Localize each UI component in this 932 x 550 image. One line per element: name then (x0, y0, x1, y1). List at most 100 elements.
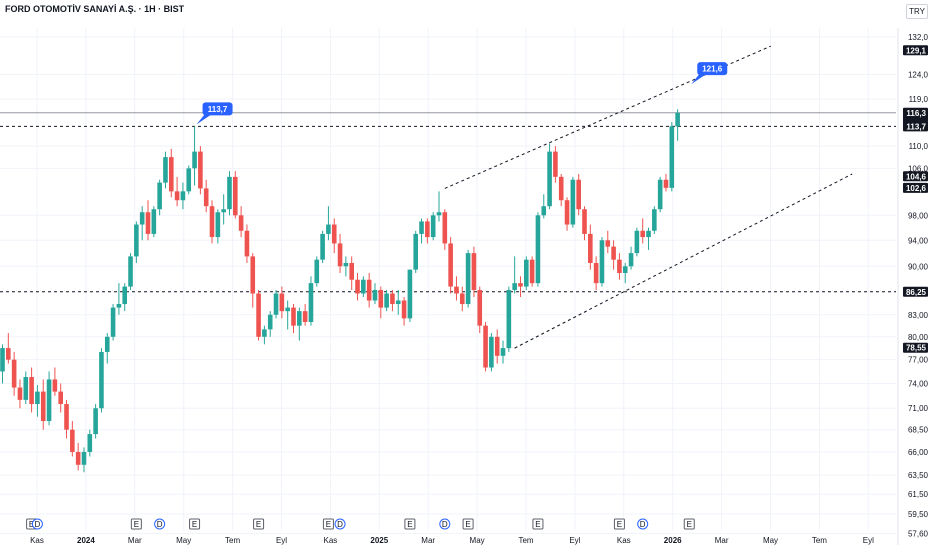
callout-text: 121,6 (702, 65, 723, 74)
candle-body (454, 286, 459, 294)
earnings-marker[interactable]: E (189, 518, 201, 530)
candle (506, 286, 512, 352)
currency-button[interactable]: TRY (906, 4, 928, 19)
candle (553, 146, 558, 183)
time-axis: Kas 2024 Mar May Tem Eyl Kas 2025 Mar May Tem Eyl Ka… (30, 536, 874, 545)
price-label: 104,6 (903, 171, 928, 182)
candle-body (40, 391, 46, 422)
x-tick-label: Mar (128, 536, 142, 545)
candle (471, 246, 477, 297)
candle-body (267, 314, 273, 330)
candle (524, 256, 529, 291)
event-marker-label: E (687, 520, 692, 529)
earnings-marker[interactable]: E (253, 518, 265, 530)
candle-body (163, 157, 168, 183)
candle (70, 421, 75, 457)
dividend-marker[interactable]: D (154, 518, 166, 530)
candle (430, 212, 436, 241)
earnings-icon (189, 518, 201, 530)
callout-box (202, 102, 233, 116)
candle (139, 206, 145, 241)
candle-body (675, 112, 680, 127)
candle (384, 290, 389, 312)
candle-body (553, 151, 558, 177)
candle-body (518, 283, 523, 287)
candle (186, 165, 192, 195)
candle (477, 286, 483, 334)
price-label-text: 78,55 (906, 344, 927, 353)
y-tick-label: 110,0 (909, 142, 929, 151)
candle (267, 311, 273, 337)
candle (489, 333, 494, 372)
candle (355, 272, 360, 301)
candle-body (134, 224, 139, 257)
earnings-marker[interactable]: E (404, 518, 416, 530)
candle (198, 146, 203, 195)
candle-body (582, 209, 587, 234)
candle-body (174, 191, 180, 201)
y-tick-label: 124,0 (908, 70, 929, 79)
callout-pointer (196, 114, 212, 125)
dividend-marker[interactable]: D (439, 518, 451, 530)
x-tick-label: Tem (225, 536, 240, 545)
candle-body (669, 126, 675, 188)
event-marker-label: E (407, 520, 412, 529)
candle (291, 304, 296, 334)
dividend-marker[interactable]: D (334, 518, 346, 530)
candle-body (506, 290, 512, 349)
price-label-text: 116,3 (906, 109, 926, 118)
candle-body (110, 307, 116, 337)
candle-body (262, 329, 267, 337)
x-tick-label: May (763, 536, 778, 545)
candle-body (93, 408, 98, 435)
candle-body (390, 293, 395, 305)
candle (40, 379, 46, 430)
earnings-marker[interactable]: E (462, 518, 474, 530)
candle-body (256, 293, 261, 337)
candle (628, 246, 634, 270)
earnings-marker[interactable]: E (683, 518, 695, 530)
dividend-icon (637, 518, 649, 530)
candle (128, 253, 133, 291)
candle-body (139, 212, 145, 225)
candle (337, 233, 343, 273)
y-tick-label: 57,60 (908, 529, 929, 538)
candle (302, 304, 308, 326)
candle (669, 122, 675, 192)
candle-body (355, 279, 360, 294)
candle-body (535, 215, 541, 284)
candle-body (512, 283, 517, 291)
candle (599, 237, 605, 287)
trend-lines (444, 45, 853, 349)
event-marker-label: D (337, 520, 343, 529)
callout-text: 113,7 (208, 105, 228, 114)
candle-body (35, 391, 40, 405)
y-tick-label: 61,50 (908, 490, 929, 499)
candle-body (320, 233, 325, 260)
x-tick-label: Tem (518, 536, 533, 545)
earnings-marker[interactable]: E (322, 518, 334, 530)
event-marker-label: D (442, 520, 448, 529)
price-label-bg (903, 121, 928, 132)
earnings-marker[interactable]: E (613, 518, 625, 530)
candle-body (285, 307, 290, 312)
candle-body (547, 151, 552, 207)
y-tick-label: 98,00 (908, 211, 929, 220)
dividend-icon (334, 518, 346, 530)
candle-body (52, 379, 58, 392)
candle (273, 290, 279, 319)
candle (104, 333, 110, 364)
earnings-marker[interactable]: E (130, 518, 142, 530)
candle-body (529, 259, 535, 284)
candle (238, 206, 244, 238)
y-tick-label: 119,0 (909, 95, 929, 104)
candle (314, 256, 320, 287)
price-label-bg (903, 45, 928, 56)
price-axis: 132,0 124,0 119,0 110,0 106,0 98,00 94,00 90,00… (908, 33, 929, 538)
dividend-marker[interactable]: D (637, 518, 649, 530)
dividend-marker[interactable]: D (31, 518, 43, 530)
candle-body (297, 311, 302, 326)
candle (401, 296, 407, 326)
earnings-marker[interactable]: E (532, 518, 544, 530)
